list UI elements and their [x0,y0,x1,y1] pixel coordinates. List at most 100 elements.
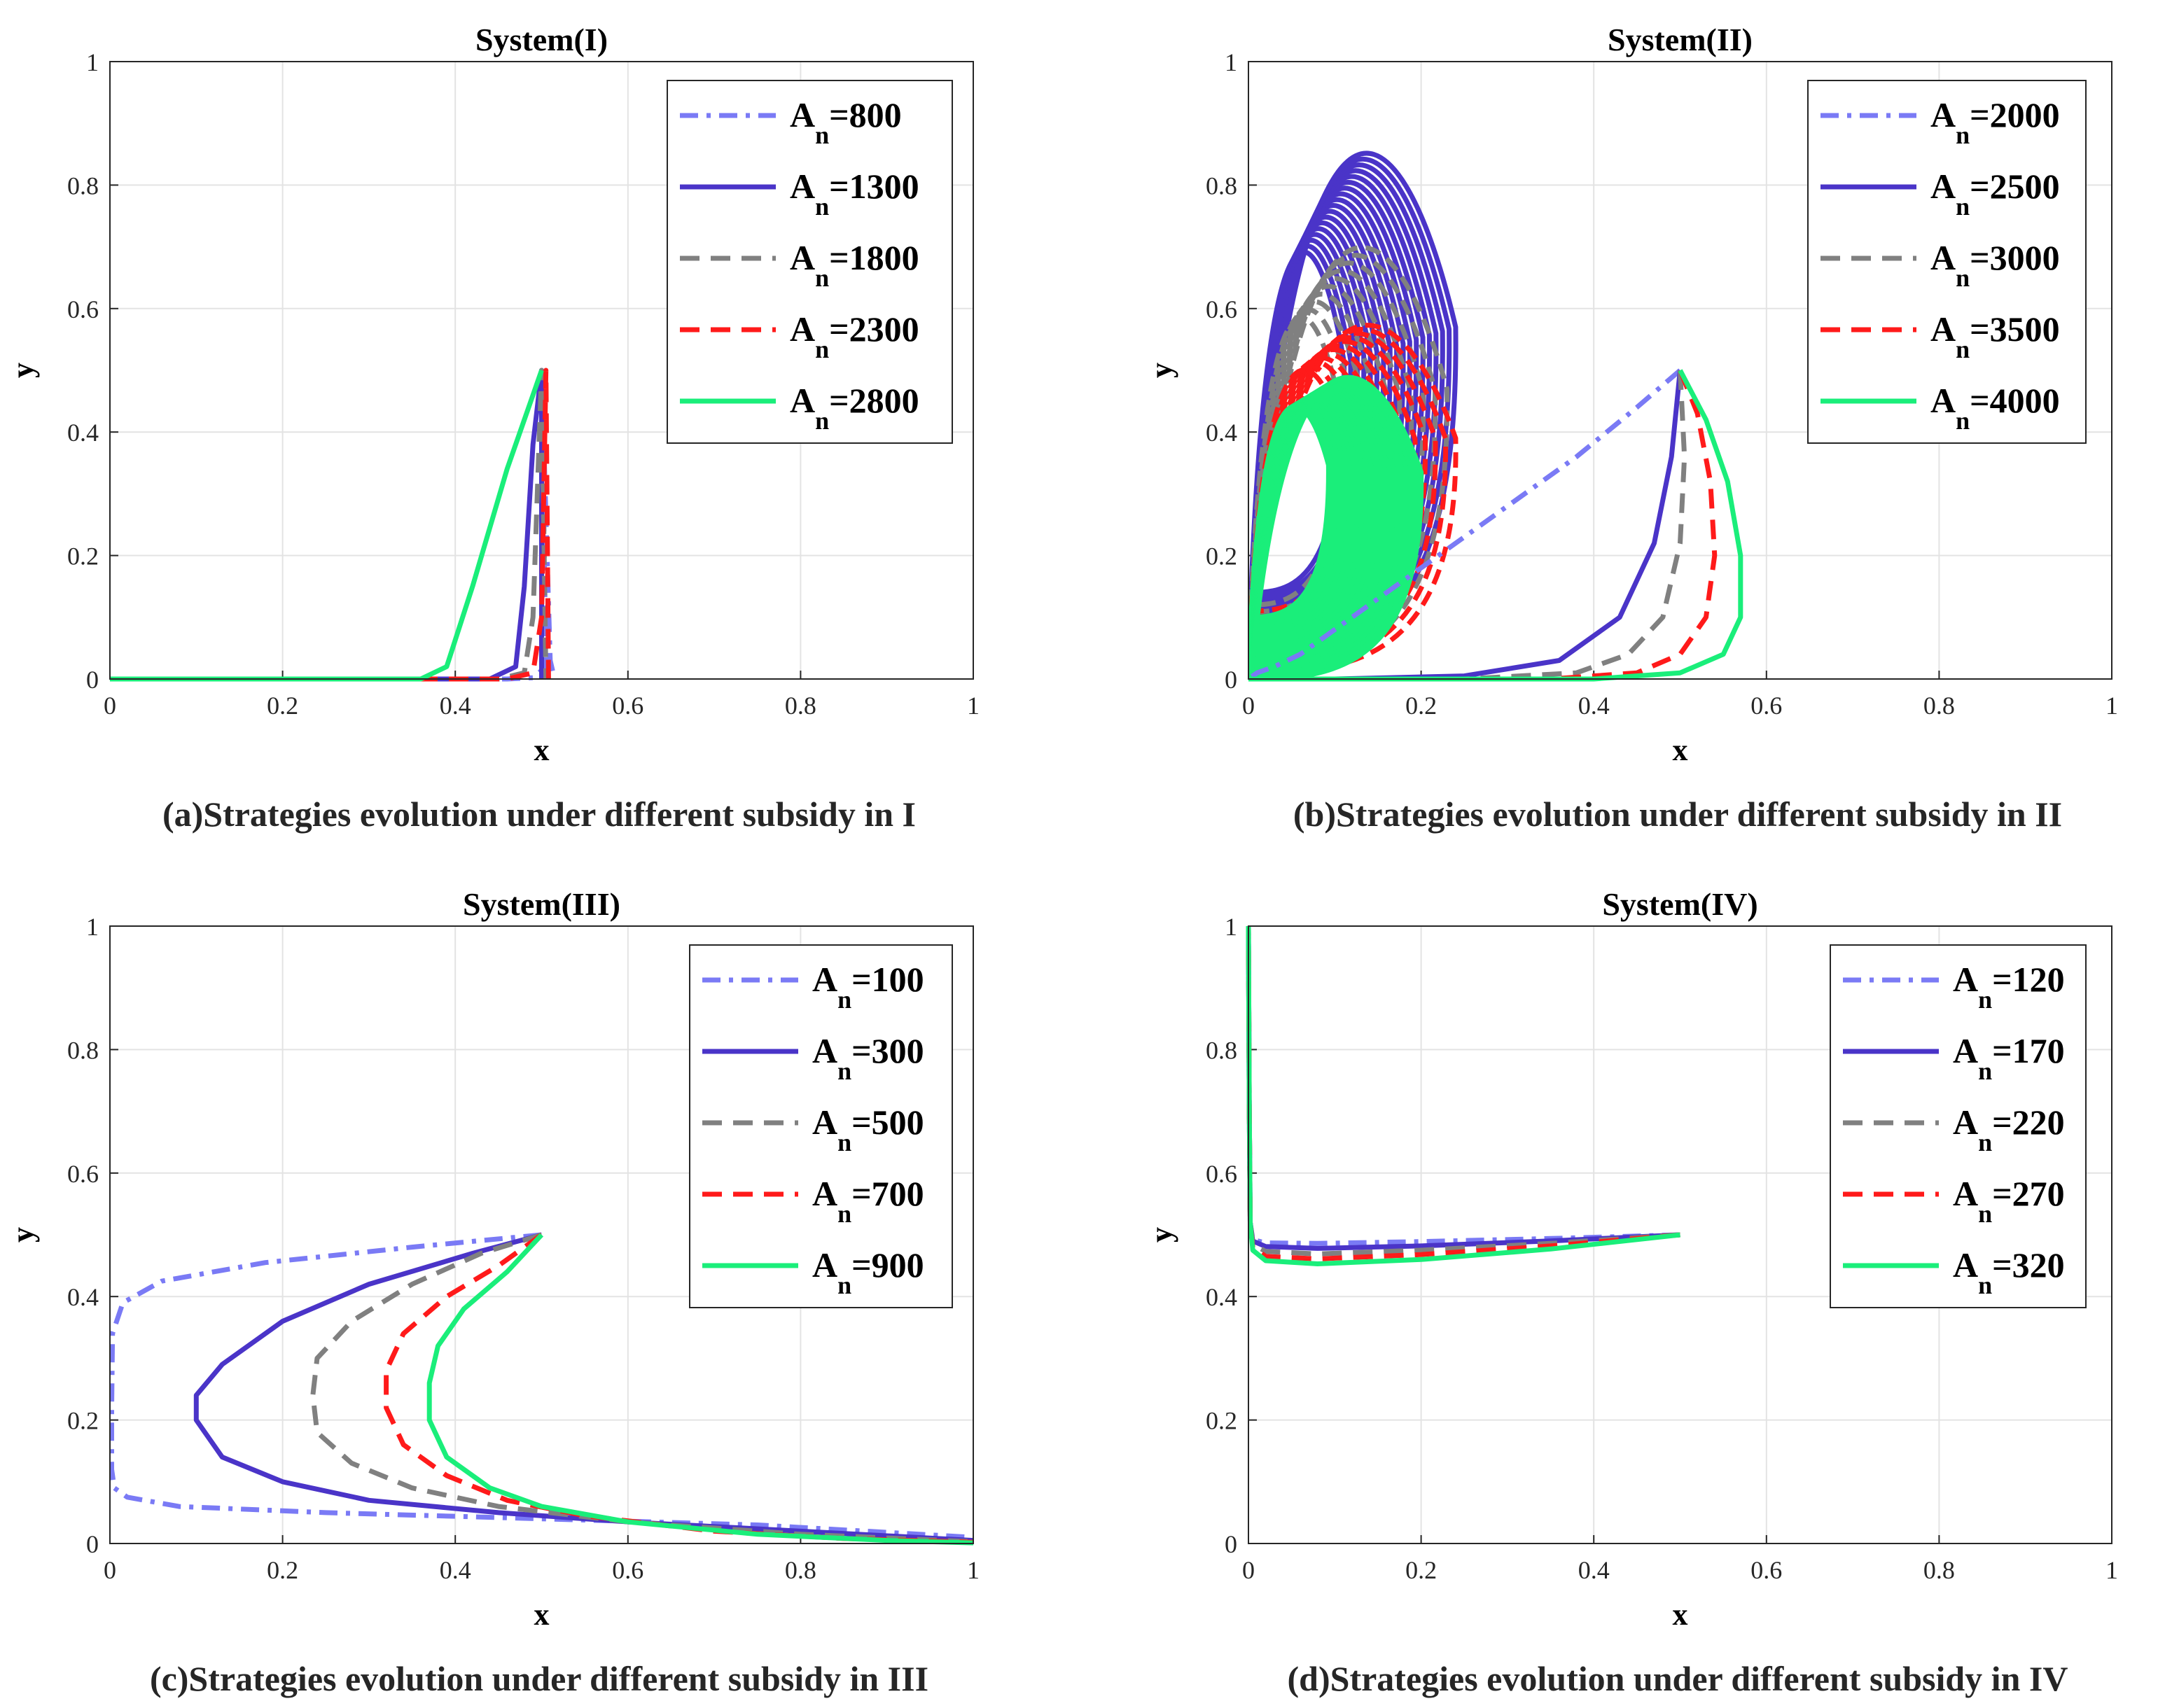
chart-title: System(I) [475,22,608,57]
axes-frame [109,61,974,680]
y-tick-label: 0 [86,666,99,694]
legend-label-2: An=170 [1953,1031,2065,1085]
legend: An=100 An=300 An=500 An=700 An=900 [689,944,953,1308]
x-tick-label: 0 [104,692,116,720]
legend-label-4: An=3500 [1930,309,2060,363]
x-axis-label: x [1673,1597,1688,1632]
legend-label-1: An=120 [1953,960,2065,1014]
legend: An=800 An=1300 An=1800 An=2300 An=2800 [667,80,953,444]
figure-caption: (a)Strategies evolution under different … [162,794,916,834]
y-axis-label: y [1144,363,1178,378]
legend-label-5: An=320 [1953,1245,2065,1299]
x-tick-label: 1 [967,692,980,720]
y-tick-label: 0.4 [67,1283,99,1311]
panel-4: 0 0.2 0.4 0.6 0.8 1 0 0.2 0.4 0.6 0.8 1 System(IV) x y… [1144,886,2118,1698]
y-axis-label: y [1144,1227,1178,1242]
legend: An=120 An=170 An=220 An=270 An=320 [1830,944,2087,1308]
y-tick-label: 1 [1225,48,1237,76]
x-axis-label: x [1673,733,1688,767]
y-tick-label: 0.6 [67,295,99,323]
legend-label-1: An=100 [812,960,924,1014]
x-tick-label: 0.4 [1578,1556,1610,1584]
x-tick-label: 0.6 [1750,1556,1782,1584]
legend-label-4: An=270 [1953,1174,2065,1228]
legend-label-2: An=300 [812,1031,924,1085]
x-tick-label: 0.8 [785,1556,816,1584]
x-tick-label: 0 [104,1556,116,1584]
legend-label-1: An=2000 [1930,95,2060,149]
y-tick-label: 0 [1225,1530,1237,1558]
y-tick-label: 0.8 [1206,1036,1237,1064]
legend-label-2: An=1300 [790,167,919,220]
y-tick-label: 1 [1225,913,1237,941]
legend-label-3: An=500 [812,1102,924,1156]
y-axis-label: y [6,363,40,378]
y-tick-label: 0.8 [67,1036,99,1064]
x-tick-label: 0 [1242,692,1255,720]
legend-box [667,80,953,444]
y-tick-label: 0.4 [1206,1283,1237,1311]
x-axis-label: x [534,1597,550,1632]
legend-box [689,944,953,1308]
y-tick-label: 0.6 [67,1160,99,1188]
legend-box [1830,944,2087,1308]
legend-label-5: An=900 [812,1245,924,1299]
x-tick-label: 0.4 [1578,692,1610,720]
y-tick-label: 0.6 [1206,1160,1237,1188]
series-line-1 [109,1232,974,1540]
y-tick-label: 0.4 [1206,419,1237,447]
y-tick-label: 0.2 [67,1407,99,1435]
chart-title: System(IV) [1602,886,1757,922]
x-tick-label: 1 [967,1556,980,1584]
series-line-1 [1246,368,1682,681]
panel-1: 0 0.2 0.4 0.6 0.8 1 0 0.2 0.4 0.6 0.8 1 System(I) x y (… [6,22,980,834]
oscillation-band-4000 [1248,374,1424,682]
x-tick-label: 0.4 [440,1556,471,1584]
figure-caption: (c)Strategies evolution under different … [150,1659,928,1698]
x-tick-label: 1 [2105,692,2118,720]
y-tick-label: 1 [86,913,99,941]
x-tick-label: 0.2 [1405,692,1437,720]
legend-label-5: An=2800 [790,381,919,435]
x-tick-label: 0.2 [267,1556,298,1584]
axes-frame [1248,61,2112,680]
series-line-5 [426,1233,974,1546]
x-tick-label: 0.8 [1923,1556,1955,1584]
legend-label-3: An=3000 [1930,238,2060,292]
y-tick-label: 0.2 [67,542,99,570]
legend-label-1: An=800 [790,95,902,149]
x-tick-label: 0.6 [1750,692,1782,720]
x-tick-label: 0.8 [1923,692,1955,720]
y-tick-label: 0.4 [67,419,99,447]
y-tick-label: 0 [86,1530,99,1558]
legend-label-3: An=1800 [790,238,919,292]
axes-frame [1248,925,2112,1544]
chart-title: System(II) [1608,22,1753,57]
legend: An=2000 An=2500 An=3000 An=3500 An=4000 [1807,80,2087,444]
series-line-4 [110,368,551,682]
chart-title: System(III) [463,886,620,922]
figure-caption: (b)Strategies evolution under different … [1293,794,2062,834]
x-tick-label: 0.6 [612,692,643,720]
x-tick-label: 0.6 [612,1556,643,1584]
legend-label-4: An=2300 [790,309,919,363]
series-line-5 [1246,925,1680,1266]
x-tick-label: 0 [1242,1556,1255,1584]
x-tick-label: 0.2 [267,692,298,720]
panel-2: 0 0.2 0.4 0.6 0.8 1 0 0.2 0.4 0.6 0.8 1 System(II) x y… [1144,22,2118,834]
y-tick-label: 0.2 [1206,1407,1237,1435]
y-tick-label: 1 [86,48,99,76]
x-tick-label: 0.2 [1405,1556,1437,1584]
y-tick-label: 0.2 [1206,542,1237,570]
legend-label-4: An=700 [812,1174,924,1228]
y-tick-label: 0.8 [67,172,99,200]
x-axis-label: x [534,733,550,767]
axes-frame [109,925,974,1544]
y-tick-label: 0.6 [1206,295,1237,323]
y-tick-label: 0.8 [1206,172,1237,200]
x-tick-label: 0.4 [440,692,471,720]
legend-label-5: An=4000 [1930,381,2060,435]
y-axis-label: y [6,1227,40,1242]
panel-3: 0 0.2 0.4 0.6 0.8 1 0 0.2 0.4 0.6 0.8 1 System(III) x… [6,886,980,1698]
